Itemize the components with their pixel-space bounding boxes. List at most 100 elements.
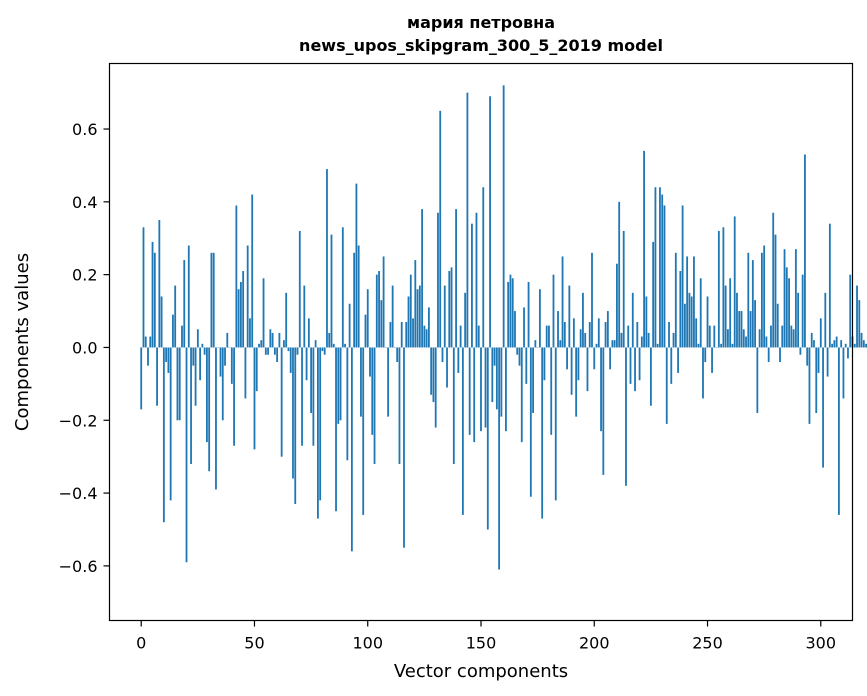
bar <box>335 347 337 512</box>
bar <box>147 347 149 366</box>
bar <box>181 325 183 348</box>
bar <box>224 347 226 366</box>
bar <box>215 347 217 490</box>
bar <box>588 321 591 348</box>
bar <box>819 318 822 348</box>
bar <box>317 347 319 519</box>
x-axis-label: Vector components <box>394 661 568 682</box>
bar <box>742 329 745 348</box>
bar <box>366 289 369 348</box>
bar <box>341 227 344 348</box>
bar <box>622 230 625 348</box>
bar <box>464 292 467 348</box>
x-axis-ticks: 0 50 100 150 200 250 300 <box>136 620 836 653</box>
bar <box>407 296 410 348</box>
bar <box>604 321 607 348</box>
bar <box>697 343 700 348</box>
bar <box>212 252 215 348</box>
bar <box>360 347 362 417</box>
bar <box>570 347 573 395</box>
bar <box>518 347 521 366</box>
bar <box>246 245 249 348</box>
bar <box>865 343 867 348</box>
bar <box>770 325 772 348</box>
bar <box>210 252 213 348</box>
bar <box>774 234 777 348</box>
bar <box>314 340 317 348</box>
bar <box>736 292 738 348</box>
bar <box>647 332 650 348</box>
bar <box>292 347 294 479</box>
bar <box>711 347 713 373</box>
bar <box>416 289 419 348</box>
bar <box>618 201 621 348</box>
bar <box>489 96 491 348</box>
bars-group <box>140 85 867 570</box>
bar <box>287 347 290 352</box>
bar <box>602 347 605 475</box>
bar <box>344 343 346 348</box>
bar <box>751 260 754 348</box>
bar <box>695 318 698 348</box>
bar <box>760 252 763 348</box>
bar <box>144 336 147 348</box>
bar <box>505 347 507 432</box>
bar <box>450 267 453 348</box>
bar <box>459 325 462 348</box>
bar <box>466 92 469 348</box>
bar <box>255 347 258 392</box>
x-tick-label: 150 <box>466 634 497 653</box>
bar <box>704 347 707 363</box>
bar <box>378 271 380 348</box>
bar <box>779 347 781 363</box>
bar <box>611 340 614 348</box>
bar <box>244 347 247 399</box>
bar <box>346 347 349 461</box>
bar <box>276 347 279 363</box>
bar <box>860 332 863 348</box>
bar <box>230 347 233 384</box>
y-tick-label: 0.6 <box>72 120 97 139</box>
bar <box>486 347 489 530</box>
bar <box>740 311 743 348</box>
bar <box>713 325 716 348</box>
bar <box>493 347 496 366</box>
bar <box>557 311 559 348</box>
bar <box>563 321 566 348</box>
bar <box>776 303 779 348</box>
bar <box>298 230 301 348</box>
y-axis-label: Components values <box>12 253 33 431</box>
bar <box>319 347 322 501</box>
bar <box>708 325 711 348</box>
bar <box>729 278 732 348</box>
bar <box>468 347 471 435</box>
y-tick-label: 0.0 <box>72 338 97 357</box>
bar <box>326 169 328 348</box>
bar <box>296 347 299 355</box>
bar <box>797 292 800 348</box>
bar <box>579 329 582 348</box>
bar <box>502 85 505 348</box>
bar <box>162 347 165 523</box>
bar <box>591 252 593 348</box>
bar <box>178 347 181 421</box>
bar <box>391 285 394 348</box>
bar <box>631 292 634 348</box>
bar <box>847 347 849 359</box>
bar <box>810 332 813 348</box>
bar <box>597 318 600 348</box>
bar <box>305 347 308 381</box>
bar <box>575 347 578 417</box>
bar <box>616 263 618 348</box>
bar <box>620 332 623 348</box>
bar <box>303 285 306 348</box>
bar <box>763 245 766 348</box>
bar <box>534 340 537 348</box>
bar <box>437 212 439 348</box>
bar <box>201 343 204 348</box>
bar <box>443 285 446 348</box>
bar <box>269 329 272 348</box>
bar <box>414 260 417 348</box>
bar <box>702 347 704 399</box>
bar <box>693 256 695 348</box>
